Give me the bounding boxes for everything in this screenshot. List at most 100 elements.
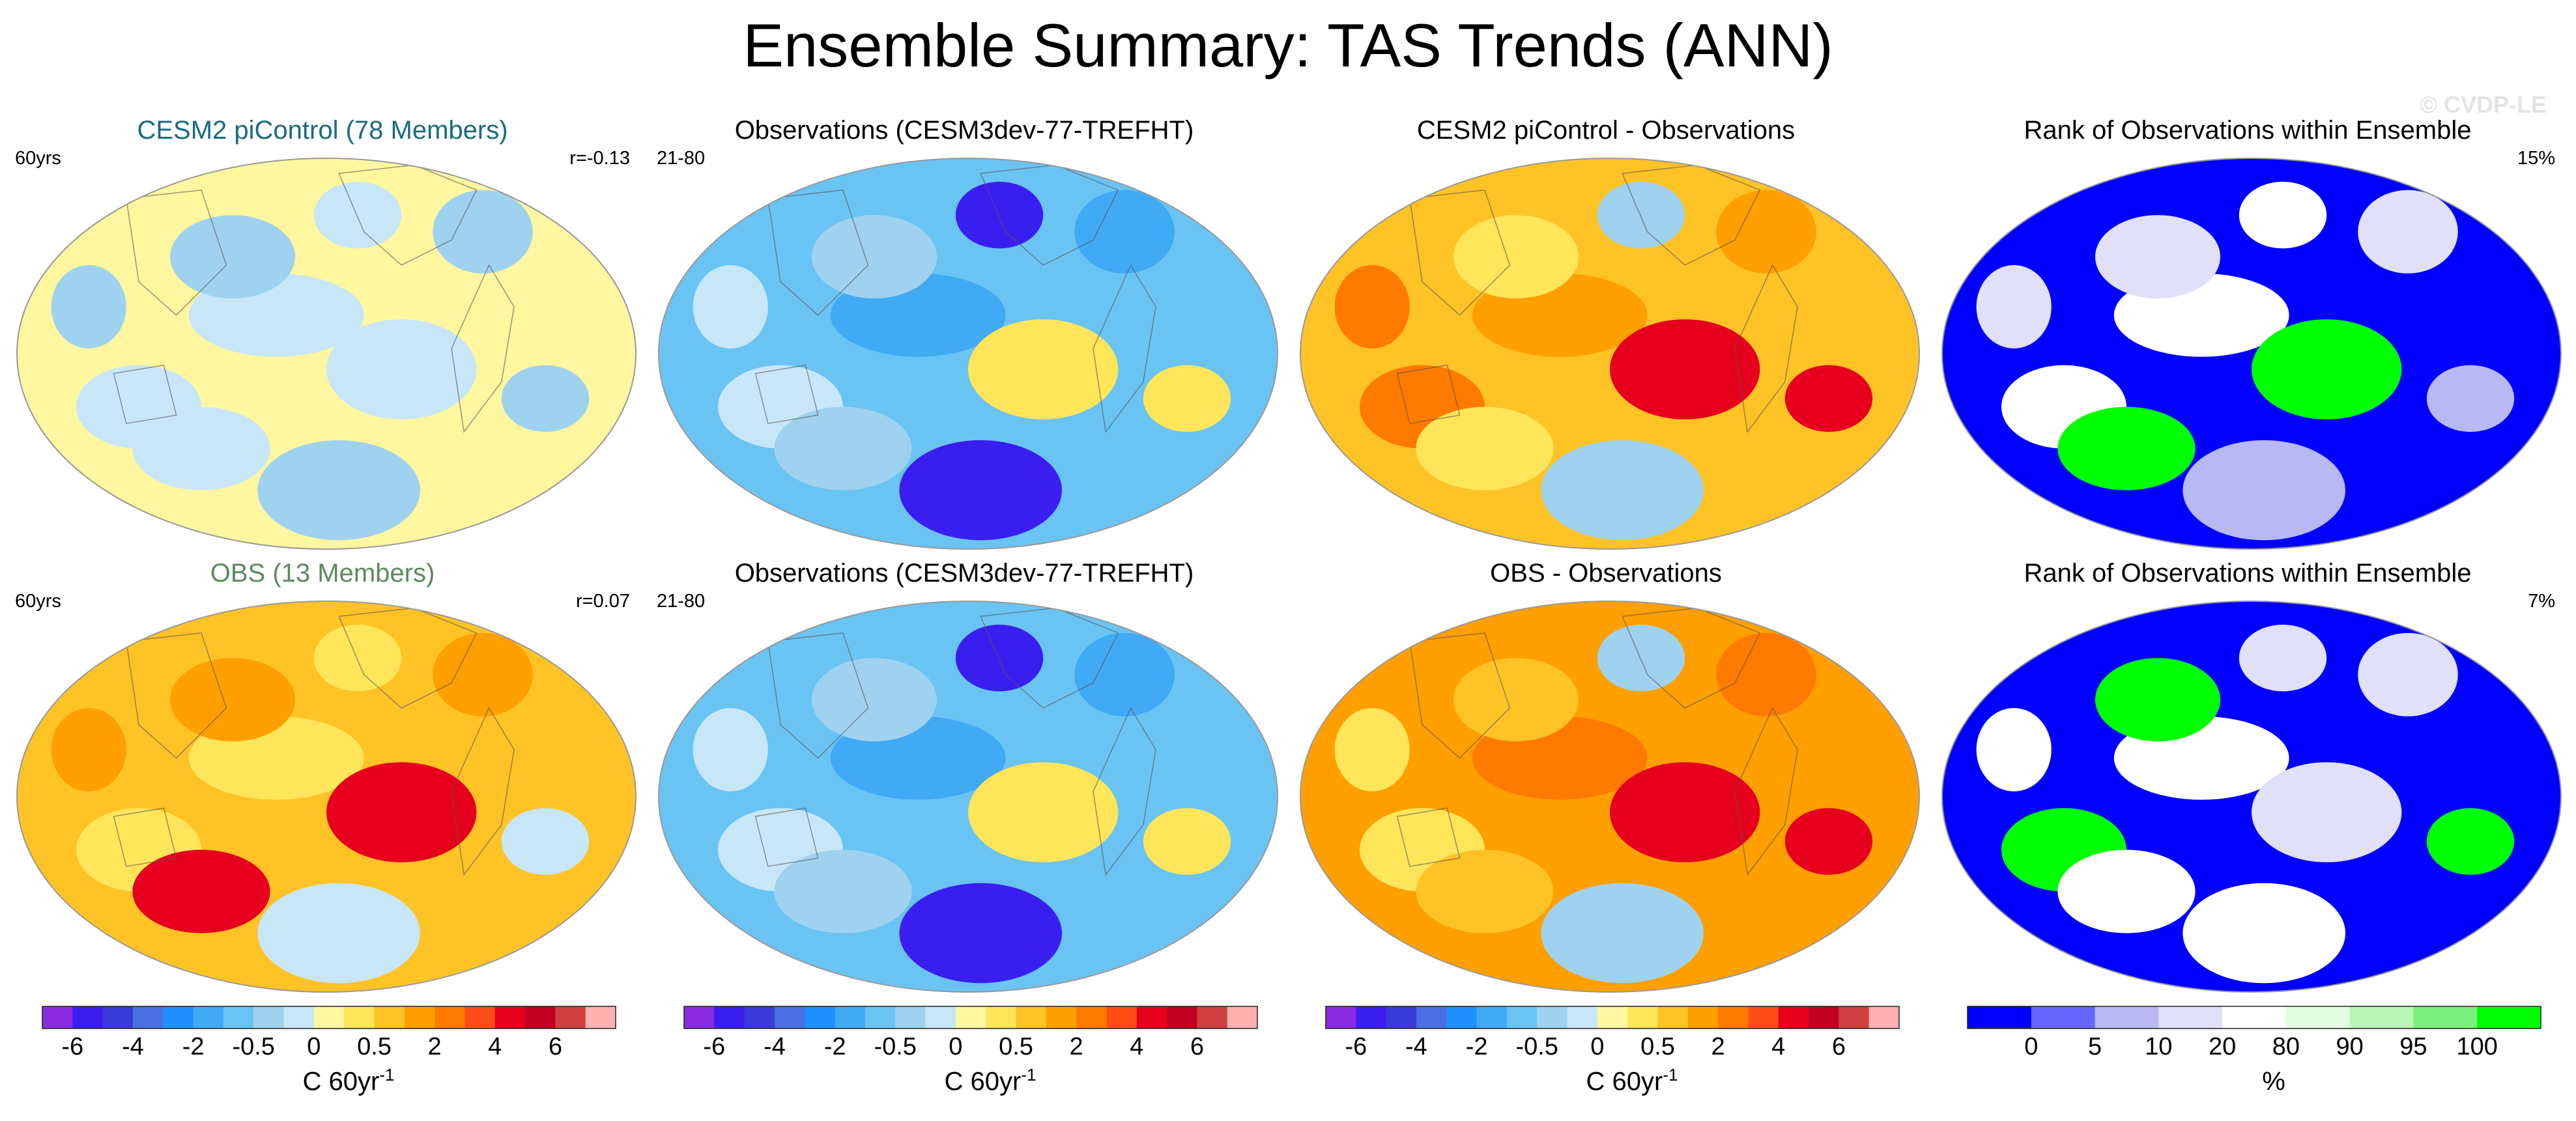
map-patch [774,406,912,490]
map-outline [1941,158,2562,550]
map-patch [968,762,1119,862]
map-patch [326,762,477,862]
coastline [125,632,227,759]
colorbar-tick-label: 0.5 [1640,1033,1675,1060]
map-patch [812,215,937,299]
map-patch [501,808,590,875]
copyright-watermark: © CVDP-LE [2420,91,2547,118]
colorbar-units: C 60yr-1 [302,1065,395,1096]
map-patch [899,883,1062,984]
colorbar-swatch [1446,1006,1478,1029]
map-patch [1597,625,1685,692]
colorbar-svg: -6 -4 -2 -0.5 0 0.5 2 4 6 [683,1006,1258,1060]
colorbar-tick-label: 20 [2209,1033,2236,1060]
colorbar-swatch [525,1006,556,1029]
colorbar-units: C 60yr-1 [944,1065,1037,1096]
colorbar-tick-label: 100 [2456,1033,2497,1060]
panel-right-label: 7% [2528,591,2555,612]
map-patch [2182,883,2345,984]
colorbar-swatch [1167,1006,1197,1029]
panel-left-label: 60yrs [15,591,61,612]
map-patch [1334,708,1410,791]
panel-rank: Rank of Observations within Ensemble 15% [1928,114,2567,557]
colorbar-tick-label: -2 [182,1033,205,1060]
coastline [767,189,869,316]
coastline [767,632,869,759]
colorbar-swatch [1476,1006,1508,1029]
colorbar-swatch [1567,1006,1598,1029]
colorbar-swatch [986,1006,1016,1029]
map-patch [313,182,402,249]
map-patch [1976,265,2052,348]
map-patch [2252,762,2402,862]
colorbar-swatch [1326,1006,1356,1029]
colorbar-swatch [925,1006,956,1029]
colorbar-swatch [865,1006,896,1029]
colorbar-trend-2: -6 -4 -2 -0.5 0 0.5 2 4 6 C 60yr-1 [678,1006,1303,1117]
map-patch [955,182,1044,249]
colorbar-tick-label: 80 [2272,1033,2300,1060]
colorbar-swatch [2413,1006,2478,1029]
map-patch [1597,182,1685,249]
colorbar-tick-label: 4 [1130,1033,1143,1060]
colorbar-swatch [895,1006,926,1029]
colorbar-swatch [1718,1006,1749,1029]
colorbar-tick-label: -6 [61,1033,83,1060]
colorbar-swatch [344,1006,375,1029]
panel-left-label: 21-80 [657,148,706,169]
colorbar-tick-label: 2 [1070,1033,1083,1060]
coastline [1734,707,1798,876]
colorbar-units: % [2262,1067,2285,1096]
colorbar-swatch [72,1006,104,1029]
coastline [754,364,819,425]
page-title: Ensemble Summary: TAS Trends (ANN) [743,11,1833,79]
colorbar-swatch [1748,1006,1779,1029]
coastline [754,807,819,868]
panel-title: Rank of Observations within Ensemble [2024,116,2472,145]
coastline [125,189,227,316]
map-patch [1784,365,1873,432]
colorbar-swatch [163,1006,194,1029]
colorbar-frame [1967,1006,2541,1029]
coastline [1396,807,1461,868]
colorbar-tick-label: 2 [428,1033,442,1060]
map-patch [812,658,937,742]
panel-obs-members: OBS (13 Members) 60yrs r=0.07 [3,557,642,1000]
colorbar-swatch [1506,1006,1538,1029]
colorbar-swatch [1968,1006,2032,1029]
colorbar-units: C 60yr-1 [1586,1065,1678,1096]
colorbar-tick-label: 0.5 [357,1033,392,1060]
colorbar-swatch [132,1006,164,1029]
colorbar-frame [1325,1006,1900,1029]
coastline [1396,364,1461,425]
map-plot [1941,158,2562,550]
map-patch [2358,190,2458,274]
map-patch [2095,658,2220,742]
map-patch [1143,365,1231,432]
colorbar-tick-label: -6 [1345,1033,1367,1060]
colorbar-tick-label: -0.5 [232,1033,274,1060]
panel-title: Observations (CESM3dev-77-TREFHT) [734,116,1194,145]
colorbar-swatch [2349,1006,2414,1029]
map-patch [433,190,533,274]
map-patch [1716,190,1816,274]
colorbar-swatch [1537,1006,1568,1029]
map-patch [2426,365,2515,432]
colorbar-swatch [1227,1006,1258,1029]
map-outline [16,601,637,993]
colorbar-swatch [1597,1006,1628,1029]
colorbar-swatch [1106,1006,1138,1029]
map-patch [2358,632,2458,717]
map-patch [1784,808,1873,875]
colorbar-swatch [102,1006,134,1029]
colorbar-tick-label: 0 [307,1033,321,1060]
colorbar-swatch [1627,1006,1658,1029]
colorbar-swatch [2222,1006,2287,1029]
map-plot [16,158,637,550]
colorbar-tick-label: 0 [2024,1033,2038,1060]
coastline [451,707,515,876]
map-patch [51,265,126,348]
colorbar-swatch [955,1006,986,1029]
map-patch [2057,406,2196,490]
map-patch [132,849,270,933]
